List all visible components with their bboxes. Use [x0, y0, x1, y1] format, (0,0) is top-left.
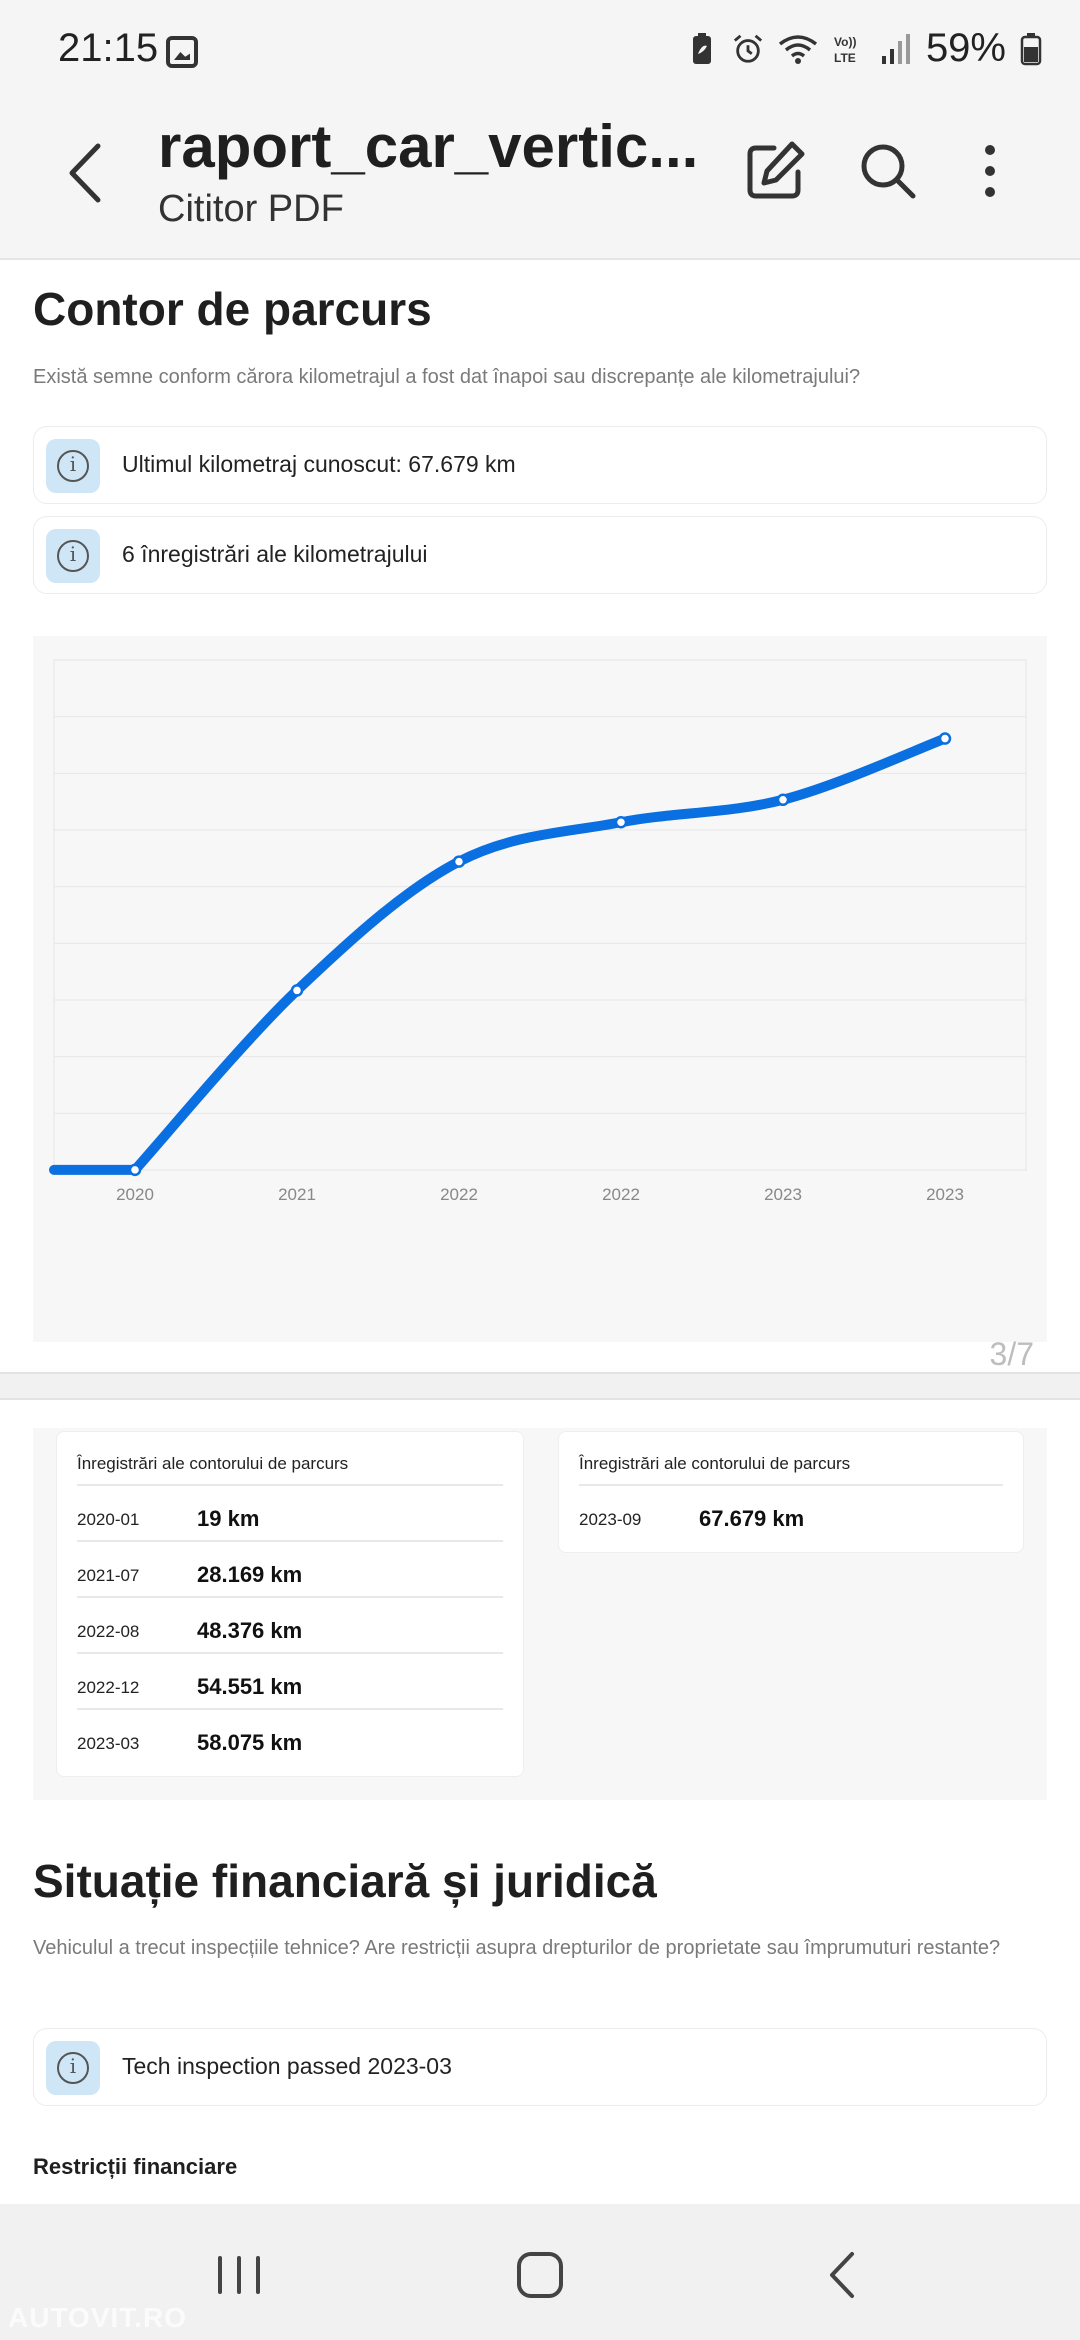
document-subtitle: Cititor PDF [158, 188, 344, 230]
data-point [290, 984, 304, 997]
records-card: Înregistrări ale contorului de parcurs 2… [558, 1431, 1024, 1553]
records-card-heading: Înregistrări ale contorului de parcurs [77, 1454, 349, 1473]
edit-icon[interactable] [740, 136, 810, 206]
status-icons: Vo)) LTE 59% [686, 26, 1042, 71]
section-description-odometer: Există semne conform cărora kilometrajul… [33, 366, 861, 388]
records-card-heading: Înregistrări ale contorului de parcurs [579, 1454, 851, 1473]
record-km: 48.376 km [197, 1618, 303, 1643]
x-tick-label: 2021 [278, 1185, 316, 1204]
info-row-last-km: Ultimul kilometraj cunoscut: 67.679 km [33, 426, 1047, 504]
data-point [614, 815, 628, 829]
status-bar: 21:15 Vo)) LTE 59% [0, 0, 1080, 100]
record-date: 2022-12 [77, 1678, 140, 1697]
x-tick-label: 2023 [764, 1185, 802, 1204]
alarm-icon [733, 34, 763, 63]
back-arrow-icon[interactable] [58, 138, 118, 208]
section-description-finance: Vehiculul a trecut inspecțiile tehnice? … [33, 1937, 1001, 1959]
divider [77, 1596, 503, 1598]
watermark-logo: AUTOVIT.RO [8, 2302, 188, 2333]
record-date: 2020-01 [77, 1510, 140, 1529]
info-icon [46, 439, 100, 493]
divider [77, 1540, 503, 1542]
info-text: Ultimul kilometraj cunoscut: 67.679 km [122, 451, 516, 477]
odometer-line-chart: 2020 2021 2022 2022 2023 2023 [49, 659, 1027, 1204]
app-bar: raport_car_vertic... Cititor PDF [0, 100, 1080, 260]
subheading-financial-restrictions: Restricții financiare [33, 2154, 238, 2179]
signal-icon [881, 33, 910, 64]
x-tick-label: 2022 [440, 1185, 478, 1204]
plot-area [53, 659, 1027, 1171]
data-point [128, 1163, 142, 1177]
document-title: raport_car_vertic... [158, 113, 698, 180]
info-icon [46, 529, 100, 583]
section-title-odometer: Contor de parcurs [33, 283, 432, 335]
gallery-icon [166, 36, 198, 68]
records-panel: Înregistrări ale contorului de parcurs 2… [33, 1428, 1047, 1800]
x-tick-label: 2020 [116, 1185, 154, 1204]
record-km: 67.679 km [699, 1506, 805, 1531]
section-title-finance: Situație financiară și juridică [33, 1855, 657, 1907]
battery-icon [1020, 32, 1042, 65]
divider [77, 1652, 503, 1654]
record-km: 58.075 km [197, 1730, 303, 1755]
battery-saver-icon [692, 32, 711, 64]
record-km: 28.169 km [197, 1562, 303, 1587]
system-nav-bar [0, 2204, 1080, 2340]
info-row-tech-inspection: Tech inspection passed 2023-03 [33, 2028, 1047, 2106]
data-point [776, 793, 790, 807]
battery-percent: 59% [925, 26, 1006, 70]
svg-text:Vo)): Vo)) [834, 35, 856, 49]
back-icon[interactable] [808, 2240, 878, 2310]
recent-apps-icon[interactable] [204, 2240, 274, 2310]
data-point [938, 732, 952, 745]
info-row-records-count: 6 înregistrări ale kilometrajului [33, 516, 1047, 594]
record-date: 2022-08 [77, 1622, 140, 1641]
info-text: Tech inspection passed 2023-03 [122, 2053, 452, 2079]
info-text: 6 înregistrări ale kilometrajului [122, 541, 428, 567]
status-time: 21:15 [58, 26, 159, 70]
record-date: 2023-09 [579, 1510, 642, 1529]
x-tick-label: 2023 [926, 1185, 964, 1204]
home-icon[interactable] [505, 2240, 575, 2310]
divider [579, 1484, 1003, 1486]
record-date: 2023-03 [77, 1734, 140, 1753]
data-point [452, 855, 466, 868]
svg-text:LTE: LTE [834, 51, 856, 65]
record-km: 19 km [197, 1506, 260, 1531]
record-km: 54.551 km [197, 1674, 303, 1699]
divider [77, 1484, 503, 1486]
page-indicator: 3/7 [989, 1336, 1034, 1372]
odometer-chart-panel: 2020 2021 2022 2022 2023 2023 [33, 636, 1047, 1342]
record-date: 2021-07 [77, 1566, 140, 1585]
page-separator [0, 1372, 1080, 1400]
search-icon[interactable] [853, 136, 923, 206]
divider [77, 1708, 503, 1710]
wifi-icon [778, 34, 818, 64]
series-line [49, 733, 950, 1175]
x-tick-label: 2022 [602, 1185, 640, 1204]
volte-icon: Vo)) LTE [834, 35, 856, 65]
records-card: Înregistrări ale contorului de parcurs 2… [56, 1431, 524, 1777]
more-vert-icon[interactable] [955, 136, 1025, 206]
info-icon [46, 2041, 100, 2095]
